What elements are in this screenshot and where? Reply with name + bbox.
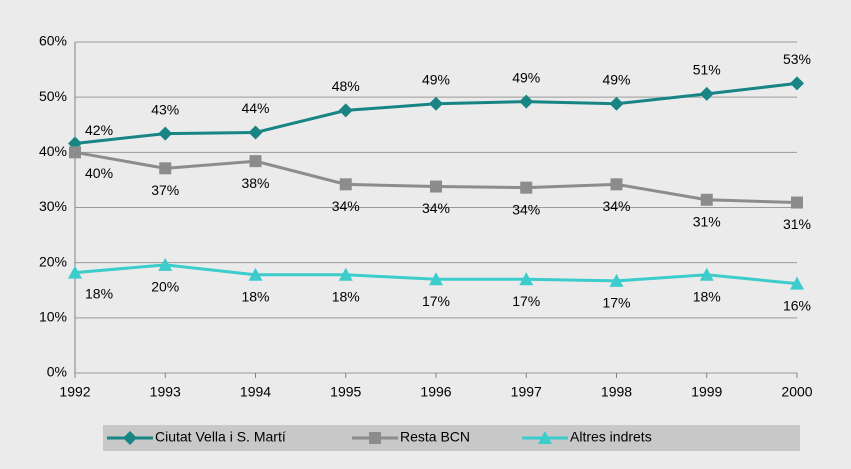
- marker: [158, 257, 173, 271]
- data-label: 38%: [241, 175, 269, 191]
- x-tick-label: 1992: [59, 384, 90, 400]
- marker: [338, 267, 353, 281]
- data-label: 49%: [422, 71, 450, 87]
- data-label: 16%: [783, 297, 811, 313]
- data-label: 37%: [151, 182, 179, 198]
- marker: [248, 267, 263, 281]
- y-tick-label: 40%: [39, 143, 67, 159]
- x-tick-label: 2000: [781, 384, 812, 400]
- marker: [700, 193, 713, 206]
- x-tick-label: 1994: [240, 384, 271, 400]
- marker: [790, 76, 804, 91]
- data-label: 34%: [512, 201, 540, 217]
- marker: [430, 180, 442, 193]
- data-label: 44%: [241, 100, 269, 116]
- marker: [429, 96, 443, 111]
- x-tick-label: 1999: [691, 384, 722, 400]
- marker: [699, 267, 714, 281]
- data-label: 20%: [151, 279, 179, 295]
- data-label: 49%: [602, 71, 630, 87]
- marker: [609, 96, 624, 111]
- marker: [69, 146, 81, 159]
- marker: [339, 178, 352, 191]
- marker: [429, 272, 443, 286]
- data-label: 17%: [602, 295, 630, 311]
- legend-label: Altres indrets: [570, 429, 652, 445]
- marker: [519, 272, 534, 286]
- data-label: 49%: [512, 69, 540, 85]
- legend-marker: [538, 431, 552, 444]
- x-tick-label: 1995: [330, 384, 361, 400]
- legend-marker: [369, 432, 381, 444]
- data-label: 53%: [783, 51, 811, 67]
- data-label: 31%: [783, 216, 811, 232]
- legend-label: Resta BCN: [400, 429, 470, 445]
- data-label: 18%: [241, 289, 269, 305]
- marker: [249, 155, 262, 168]
- marker: [791, 196, 803, 209]
- data-label: 51%: [693, 62, 721, 78]
- marker: [159, 162, 172, 175]
- legend-box: [103, 425, 800, 451]
- marker: [609, 273, 624, 287]
- legend-label: Ciutat Vella i S. Martí: [155, 429, 286, 445]
- data-label: 42%: [85, 122, 113, 138]
- data-label: 34%: [332, 198, 360, 214]
- data-label: 18%: [332, 289, 360, 305]
- marker: [519, 94, 534, 109]
- data-label: 43%: [151, 101, 179, 117]
- data-label: 34%: [422, 200, 450, 216]
- y-tick-label: 60%: [39, 33, 67, 49]
- marker: [248, 125, 263, 140]
- data-label: 17%: [422, 293, 450, 309]
- marker: [520, 181, 533, 194]
- data-label: 18%: [85, 285, 113, 301]
- marker: [68, 265, 82, 279]
- y-tick-label: 30%: [39, 198, 67, 214]
- data-label: 31%: [693, 213, 721, 229]
- marker: [610, 178, 623, 191]
- y-tick-label: 10%: [39, 309, 67, 325]
- y-tick-label: 0%: [47, 364, 67, 380]
- legend-marker: [123, 431, 137, 445]
- x-tick-label: 1997: [511, 384, 542, 400]
- data-label: 40%: [85, 165, 113, 181]
- data-label: 18%: [693, 289, 721, 305]
- x-tick-label: 1996: [420, 384, 451, 400]
- marker: [158, 126, 173, 141]
- x-tick-label: 1993: [150, 384, 181, 400]
- marker: [790, 276, 804, 290]
- data-label: 34%: [602, 198, 630, 214]
- x-tick-label: 1998: [601, 384, 632, 400]
- y-tick-label: 50%: [39, 88, 67, 104]
- y-tick-label: 20%: [39, 253, 67, 269]
- data-label: 48%: [332, 78, 360, 94]
- marker: [338, 103, 353, 118]
- marker: [699, 86, 714, 101]
- data-label: 17%: [512, 293, 540, 309]
